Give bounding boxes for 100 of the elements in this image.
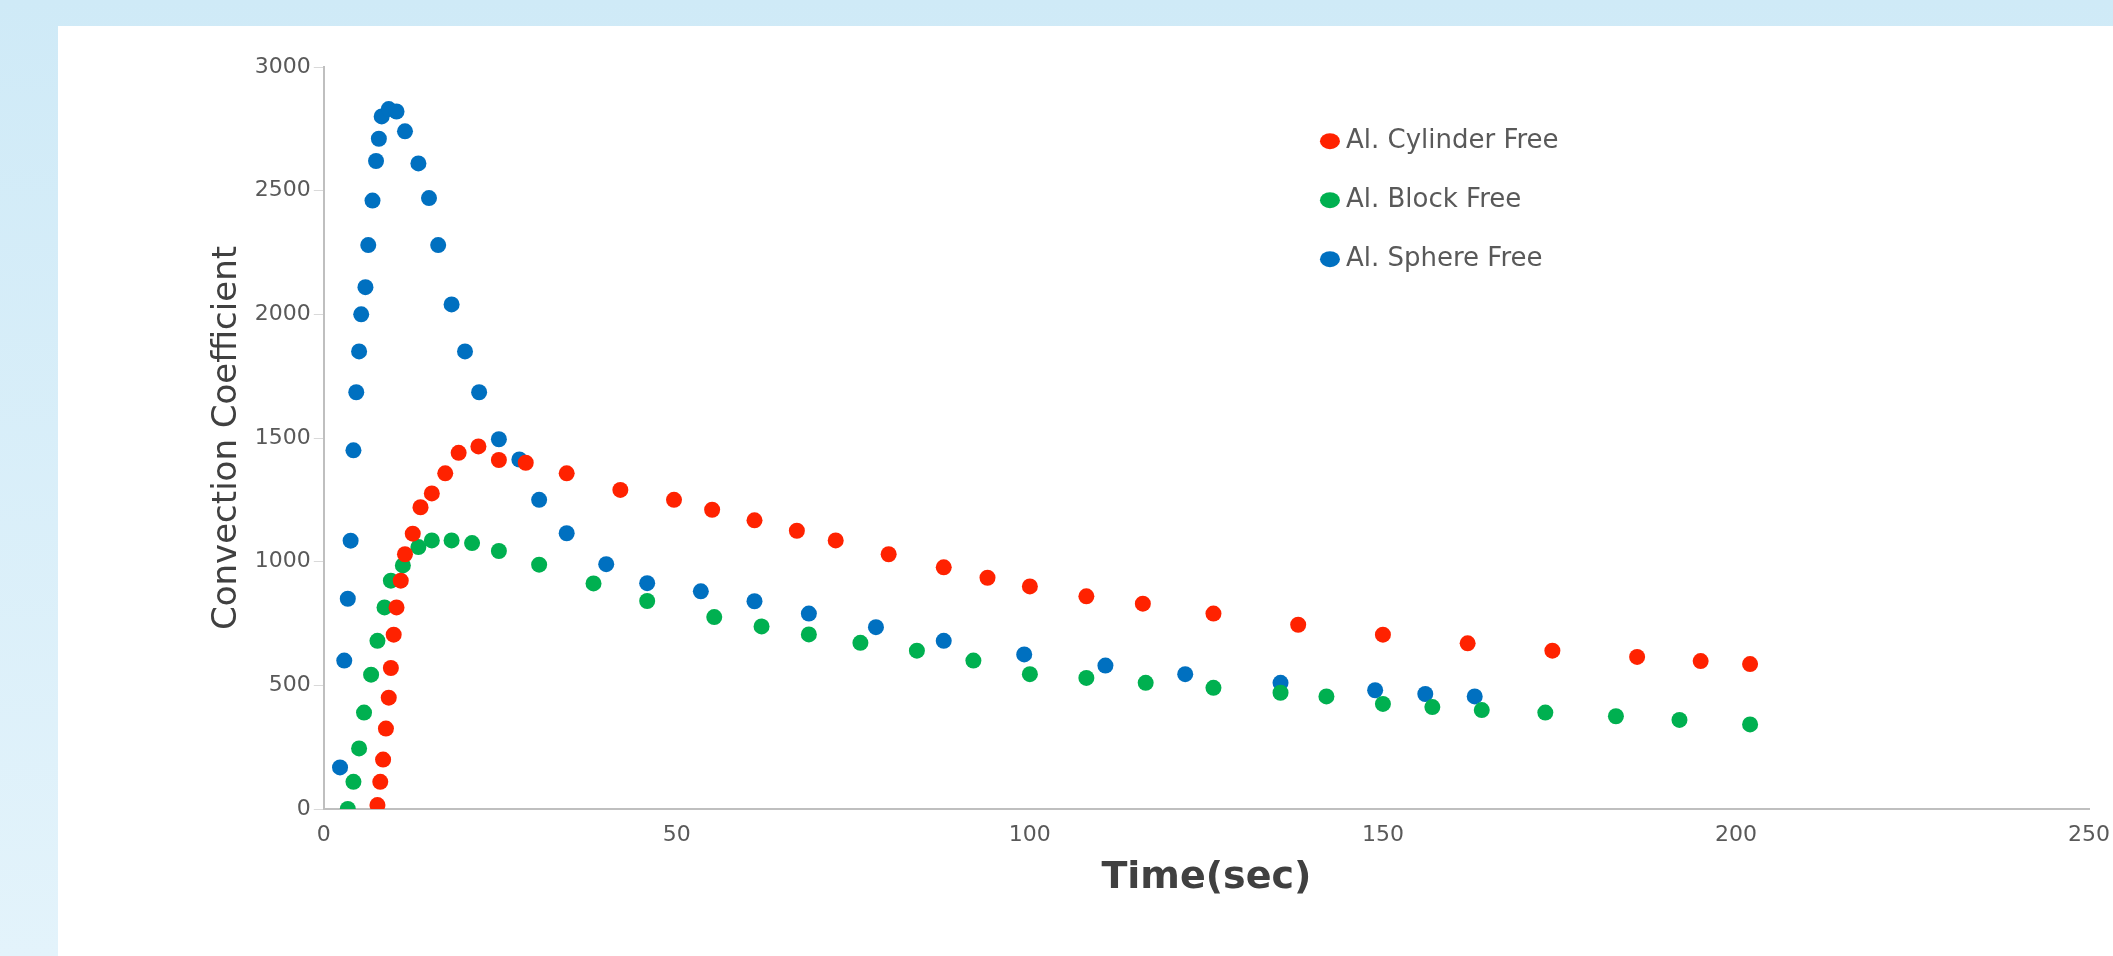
point <box>1692 653 1709 670</box>
point <box>1205 679 1222 696</box>
point <box>388 599 405 616</box>
point <box>867 619 884 636</box>
point <box>490 452 507 469</box>
point <box>1544 642 1561 659</box>
point <box>345 773 362 790</box>
point <box>965 652 982 669</box>
point <box>404 525 421 542</box>
point <box>800 605 817 622</box>
point <box>363 666 380 683</box>
point <box>800 626 817 643</box>
point <box>1367 682 1384 699</box>
point <box>490 431 507 448</box>
point <box>375 751 392 768</box>
point <box>410 539 427 556</box>
point <box>692 583 709 600</box>
point <box>410 155 427 172</box>
point <box>1671 711 1688 728</box>
point <box>348 384 365 401</box>
point <box>1537 704 1554 721</box>
point <box>531 556 548 573</box>
point <box>421 190 437 207</box>
point <box>1097 657 1114 674</box>
point <box>1016 646 1033 663</box>
point <box>935 559 952 576</box>
x-tick-label: 200 <box>1714 820 1757 846</box>
point <box>746 512 763 529</box>
y-axis-title: Convection Coefficient <box>204 245 245 631</box>
point <box>353 306 370 323</box>
point <box>364 192 381 209</box>
point <box>396 123 413 140</box>
point <box>336 652 353 669</box>
point <box>464 535 481 552</box>
point <box>490 543 507 560</box>
legend-label: Al. Block Free <box>1345 182 1522 213</box>
x-axis-title: Time(sec) <box>1101 853 1312 898</box>
point <box>1742 716 1759 733</box>
point <box>1078 588 1095 605</box>
x-tick-label: 50 <box>662 820 691 846</box>
point <box>704 501 721 518</box>
point <box>1177 666 1194 683</box>
point <box>450 444 467 461</box>
point <box>357 279 374 296</box>
point <box>470 438 487 455</box>
point <box>558 465 575 482</box>
point <box>369 632 386 649</box>
point <box>753 618 770 635</box>
point <box>639 575 656 592</box>
point <box>1205 605 1222 622</box>
point <box>612 481 629 498</box>
point <box>437 465 454 482</box>
point <box>471 384 488 401</box>
point <box>360 237 377 254</box>
point <box>443 532 460 549</box>
point <box>423 532 440 549</box>
point <box>827 532 844 549</box>
point <box>585 575 602 592</box>
point <box>443 296 460 313</box>
point <box>396 546 413 563</box>
point <box>1021 578 1038 595</box>
y-tick-label: 0 <box>296 794 311 820</box>
point <box>1272 684 1289 701</box>
point <box>1290 616 1307 633</box>
y-tick-label: 500 <box>268 671 311 697</box>
point <box>1078 669 1095 686</box>
point <box>356 704 373 721</box>
point <box>746 593 763 610</box>
point <box>1318 688 1335 705</box>
point <box>1459 635 1476 652</box>
point <box>1374 626 1391 643</box>
point <box>345 442 362 459</box>
point <box>531 491 548 508</box>
legend-label: Al. Cylinder Free <box>1345 123 1559 154</box>
point <box>392 572 409 589</box>
point <box>788 522 805 539</box>
point <box>382 660 399 677</box>
y-tick-label: 1500 <box>254 423 311 449</box>
point <box>1137 674 1154 691</box>
legend-label: Al. Sphere Free <box>1345 241 1543 272</box>
point <box>666 491 683 508</box>
point <box>1742 656 1759 673</box>
point <box>1021 666 1038 683</box>
point <box>908 642 925 659</box>
point <box>370 130 387 147</box>
point <box>852 634 869 651</box>
point <box>558 525 575 542</box>
y-tick-label: 2500 <box>254 176 311 202</box>
point <box>380 689 397 706</box>
point <box>372 773 389 790</box>
point <box>385 626 402 643</box>
point <box>457 343 474 360</box>
point <box>1417 685 1434 702</box>
x-tick-label: 0 <box>316 820 331 846</box>
y-tick-label: 1000 <box>254 547 311 573</box>
point <box>706 609 723 626</box>
x-tick-label: 250 <box>2068 820 2110 846</box>
point <box>979 569 996 586</box>
y-tick-label: 3000 <box>254 52 311 78</box>
point <box>1473 702 1490 719</box>
